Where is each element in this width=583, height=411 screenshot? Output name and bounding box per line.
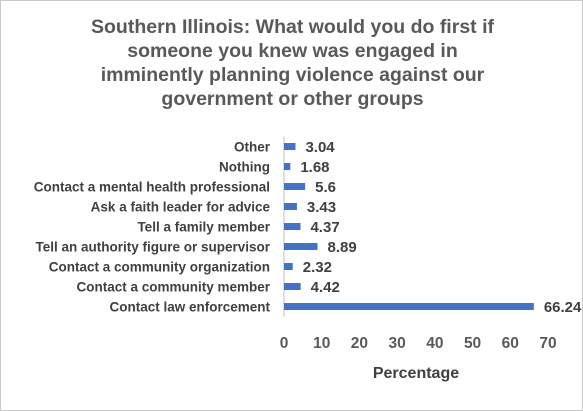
data-label: 4.42 xyxy=(311,279,340,296)
category-label: Other xyxy=(234,140,271,155)
bars-group xyxy=(284,143,534,310)
data-label: 2.32 xyxy=(303,259,332,276)
data-label: 4.37 xyxy=(310,219,339,236)
category-label: Tell a family member xyxy=(137,220,270,235)
category-label: Tell an authority figure or supervisor xyxy=(35,240,270,255)
data-label: 66.24 xyxy=(544,299,582,316)
x-tick-labels: 0 10 20 30 40 50 60 70 xyxy=(280,335,557,352)
x-axis-title: Percentage xyxy=(373,365,459,382)
bar xyxy=(284,143,296,150)
category-labels: Other Nothing Contact a mental health prof… xyxy=(34,140,271,315)
chart-title: Southern Illinois: What would you do fir… xyxy=(91,16,494,110)
category-label: Contact a community member xyxy=(76,280,270,295)
category-label: Contact law enforcement xyxy=(109,300,270,315)
bar xyxy=(284,303,534,310)
data-label: 5.6 xyxy=(315,179,336,196)
data-label: 3.04 xyxy=(305,139,335,156)
value-labels: 3.04 1.68 5.6 3.43 4.37 8.89 2.32 4.42 66.24 xyxy=(300,139,582,316)
x-tick-label: 50 xyxy=(464,335,481,352)
data-label: 1.68 xyxy=(300,159,329,176)
bar xyxy=(284,263,293,270)
bar xyxy=(284,183,306,190)
bar xyxy=(284,283,301,290)
x-tick-label: 0 xyxy=(280,335,289,352)
x-tick-label: 20 xyxy=(351,335,368,352)
x-tick-label: 60 xyxy=(502,335,519,352)
bar xyxy=(284,163,291,170)
x-tick-label: 10 xyxy=(313,335,330,352)
bar xyxy=(284,243,318,250)
category-label: Contact a mental health professional xyxy=(34,180,270,195)
x-tick-label: 70 xyxy=(539,335,556,352)
data-label: 3.43 xyxy=(307,199,336,216)
category-label: Ask a faith leader for advice xyxy=(91,200,271,215)
category-label: Nothing xyxy=(219,160,270,175)
bar xyxy=(284,223,301,230)
bar xyxy=(284,203,297,210)
x-tick-label: 30 xyxy=(389,335,406,352)
data-label: 8.89 xyxy=(328,239,357,256)
x-tick-label: 40 xyxy=(426,335,443,352)
category-label: Contact a community organization xyxy=(49,260,270,275)
